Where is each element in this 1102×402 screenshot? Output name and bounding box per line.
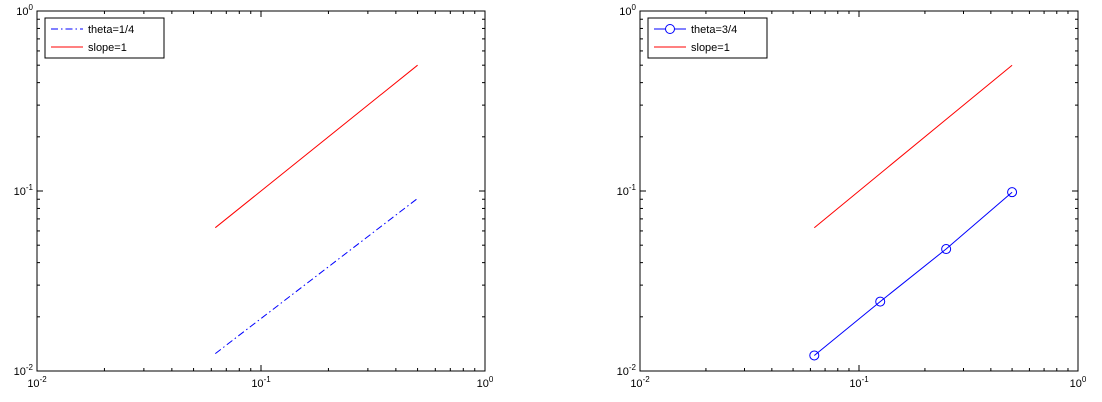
chart-panel-1: 10-2 10-1 100 10-2 10-1 100 theta=1/4 slope=1 bbox=[14, 3, 494, 390]
legend-marker bbox=[666, 25, 675, 34]
y-tick-label: 10-2 bbox=[617, 363, 637, 378]
x-tick-label: 10-2 bbox=[27, 375, 47, 390]
x-tick-label: 10-1 bbox=[849, 375, 869, 390]
legend-label: slope=1 bbox=[88, 42, 127, 54]
y-tick-label: 10-1 bbox=[14, 183, 34, 198]
y-tick-label: 10-1 bbox=[617, 183, 637, 198]
y-tick-label: 100 bbox=[619, 3, 636, 18]
legend-label: theta=3/4 bbox=[691, 24, 737, 36]
x-tick-label: 100 bbox=[477, 375, 494, 390]
legend: theta=1/4 slope=1 bbox=[45, 18, 164, 58]
x-tick-label: 10-2 bbox=[630, 375, 650, 390]
x-tick-label: 10-1 bbox=[251, 375, 271, 390]
legend-label: theta=1/4 bbox=[88, 24, 134, 36]
chart-panel-2: 10-2 10-1 100 10-2 10-1 100 theta=3/4 slope=1 bbox=[617, 3, 1087, 390]
x-tick-label: 100 bbox=[1070, 375, 1087, 390]
legend: theta=3/4 slope=1 bbox=[648, 18, 767, 58]
y-tick-label: 100 bbox=[16, 3, 33, 18]
y-tick-label: 10-2 bbox=[14, 363, 34, 378]
legend-label: slope=1 bbox=[691, 42, 730, 54]
